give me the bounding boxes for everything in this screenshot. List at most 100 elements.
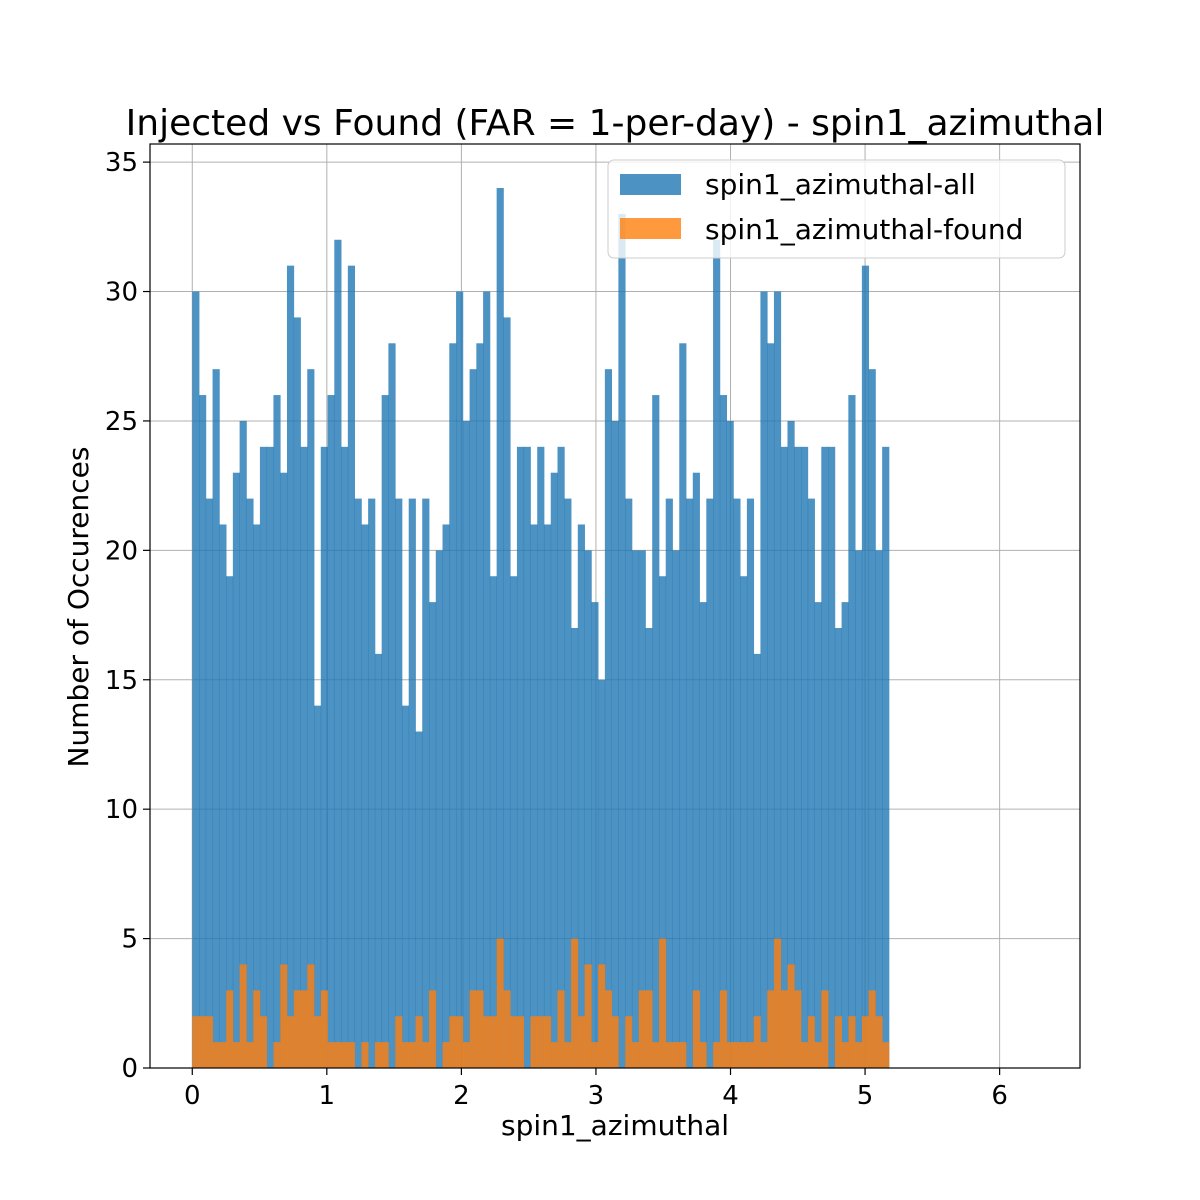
bar-found	[395, 1016, 403, 1068]
bar-all	[611, 420, 619, 1068]
bar-all	[307, 369, 315, 1068]
y-tick-label: 10	[105, 795, 138, 825]
bar-found	[591, 1042, 599, 1068]
bar-found	[422, 1042, 430, 1068]
bar-all	[246, 498, 254, 1068]
legend-label-found: spin1_azimuthal-found	[705, 213, 1023, 246]
y-axis-label: Number of Occurences	[62, 447, 95, 768]
series-all-bars	[192, 188, 890, 1069]
bar-found	[638, 990, 646, 1068]
bar-all	[658, 576, 667, 1068]
legend: spin1_azimuthal-all spin1_azimuthal-foun…	[607, 159, 1066, 259]
bar-found	[692, 990, 700, 1068]
bar-all	[537, 446, 545, 1069]
bar-all	[395, 498, 403, 1068]
chart-title: Injected vs Found (FAR = 1-per-day) - sp…	[126, 103, 1105, 144]
bar-found	[746, 1042, 755, 1068]
bar-all	[192, 291, 200, 1068]
bar-all	[266, 446, 274, 1069]
y-tick-label: 5	[121, 925, 138, 955]
bar-found	[577, 1016, 585, 1068]
x-axis-label: spin1_azimuthal	[501, 1109, 729, 1142]
legend-swatch-all	[620, 174, 681, 195]
bar-found	[564, 1042, 572, 1068]
bar-all	[516, 446, 525, 1069]
bar-all	[212, 369, 220, 1068]
bar-found	[604, 990, 613, 1068]
bar-found	[456, 1016, 464, 1068]
y-tick-label: 35	[105, 148, 138, 178]
bar-all	[807, 498, 815, 1068]
bar-all	[692, 472, 700, 1068]
bar-all	[205, 498, 213, 1068]
bar-found	[415, 1016, 423, 1068]
bar-all	[381, 395, 389, 1068]
bar-found	[361, 1042, 369, 1068]
bar-found	[740, 1042, 748, 1068]
bar-found	[307, 964, 315, 1068]
bar-found	[537, 1016, 545, 1068]
bar-found	[483, 1016, 491, 1068]
bar-all	[435, 550, 443, 1068]
bar-found	[320, 990, 328, 1068]
bar-all	[469, 369, 477, 1068]
bar-found	[259, 1016, 268, 1068]
y-tick-label: 0	[121, 1054, 138, 1084]
bar-found	[760, 1042, 768, 1068]
bar-all	[462, 420, 470, 1068]
legend-label-all: spin1_azimuthal-all	[705, 168, 976, 201]
x-tick-label: 1	[319, 1081, 336, 1111]
bar-all	[604, 369, 613, 1068]
bar-all	[564, 498, 572, 1068]
bar-all	[760, 291, 768, 1068]
bar-all	[875, 550, 883, 1068]
bar-found	[449, 1016, 457, 1068]
bar-all	[780, 446, 788, 1069]
bar-all	[767, 343, 775, 1068]
bar-found	[726, 1042, 734, 1068]
bar-all	[706, 498, 714, 1068]
bar-found	[821, 990, 829, 1068]
bar-found	[192, 1016, 200, 1068]
legend-box	[607, 159, 1066, 259]
bar-all	[489, 576, 498, 1068]
bar-all	[598, 679, 606, 1068]
bar-found	[875, 1016, 883, 1068]
bar-found	[273, 1042, 281, 1068]
bar-found	[861, 1016, 870, 1068]
bar-found	[429, 990, 437, 1068]
bar-all	[821, 446, 829, 1069]
bar-found	[293, 990, 301, 1068]
bar-all	[882, 446, 890, 1069]
bar-found	[543, 1016, 552, 1068]
bar-found	[469, 990, 477, 1068]
bar-found	[611, 1016, 619, 1068]
bar-all	[746, 498, 755, 1068]
bar-found	[232, 1042, 241, 1068]
bar-found	[807, 1016, 815, 1068]
bar-all	[530, 524, 538, 1068]
bar-all	[361, 524, 369, 1068]
bar-found	[516, 1016, 525, 1068]
bar-found	[584, 964, 592, 1068]
bar-found	[598, 964, 606, 1068]
bar-found	[381, 1042, 389, 1068]
bar-found	[510, 1016, 518, 1068]
bar-all	[259, 446, 268, 1069]
bar-found	[219, 1042, 227, 1068]
bar-all	[794, 446, 802, 1069]
bar-all	[773, 291, 782, 1068]
bar-found	[408, 1042, 416, 1068]
bar-all	[855, 550, 863, 1068]
bar-all	[543, 524, 552, 1068]
bar-found	[719, 990, 728, 1068]
bar-all	[713, 239, 721, 1068]
bar-found	[794, 990, 802, 1068]
bar-found	[848, 1016, 856, 1068]
bar-found	[665, 1042, 673, 1068]
bar-all	[388, 343, 396, 1068]
bar-all	[550, 472, 558, 1068]
bar-all	[449, 343, 457, 1068]
